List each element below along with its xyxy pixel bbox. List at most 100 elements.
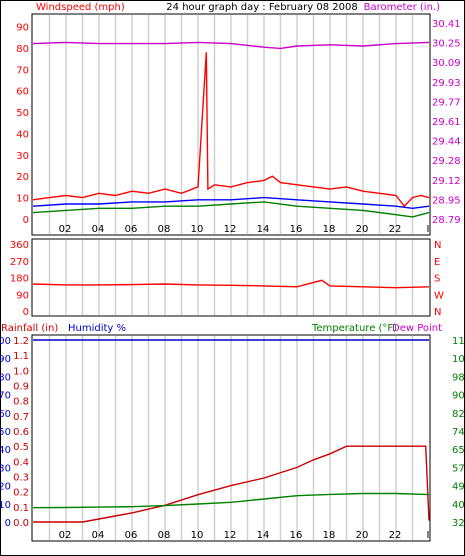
temperature-tick-label: 82 [452,409,465,420]
windspeed-axis-label: Windspeed (mph) [36,2,125,13]
direction-tick-label: 360 [10,240,29,251]
gust-line [32,52,430,208]
x-tick-label: 14 [257,224,270,235]
humidity-tick-label: 80 [0,372,11,383]
humidity-tick-label: 60 [0,409,11,420]
temperature-tick-label: 115 [452,336,465,347]
temperature-tick-label: 107 [452,354,465,365]
rainfall-tick-label: 0.6 [13,427,29,438]
humidity-tick-label: 90 [0,354,11,365]
rain-panel-border [31,334,431,542]
x-tick-label: 14 [257,530,270,541]
rainfall-tick-label: 0.8 [13,397,29,408]
rainfall-tick-label: 0.4 [13,457,29,468]
temperature-tick-label: 40 [452,500,465,511]
temperature-tick-label: 74 [452,427,465,438]
compass-tick-label: W [434,290,444,301]
compass-tick-label: E [434,257,440,268]
windspeed-tick-label: 10 [16,194,29,205]
wind-panel-border [31,13,431,236]
direction-tick-label: 180 [10,274,29,285]
windspeed-tick-label: 70 [16,65,29,76]
chart-title: 24 hour graph day : February 08 2008 [166,2,357,13]
temperature-tick-label: 57 [452,463,465,474]
x-tick-label: 08 [158,224,171,235]
rain-line [33,445,430,523]
windspeed-tick-label: 0 [23,215,29,226]
compass-tick-label: N [434,307,441,318]
x-tick-label: I [427,530,430,541]
x-tick-label: 06 [125,530,138,541]
x-tick-label: 22 [389,530,402,541]
x-tick-label: 10 [191,224,204,235]
humidity-axis-label: Humidity % [68,323,126,334]
barometer-axis-label: Barometer (in.) [364,2,440,13]
compass-tick-label: N [434,240,441,251]
rainfall-tick-label: 0.2 [13,488,29,499]
rainfall-tick-label: 1.1 [13,351,29,362]
x-tick-label: 02 [59,224,72,235]
direction-panel-border [31,238,431,317]
x-tick-label: 18 [323,530,336,541]
dew-point-axis-label: Dew Point [392,323,442,334]
x-tick-label: 20 [356,530,369,541]
x-tick-label: 12 [224,224,237,235]
rainfall-tick-label: 1.2 [13,336,29,347]
x-tick-label: 10 [191,530,204,541]
rainfall-tick-label: 0.3 [13,473,29,484]
direction-tick-label: 0 [23,307,29,318]
x-tick-label: 04 [92,530,105,541]
humidity-tick-label: 100 [0,336,11,347]
barometer-tick-label: 29.28 [432,156,461,167]
x-tick-label: 04 [92,224,105,235]
barometer-tick-label: 29.61 [432,117,461,128]
direction-line [32,279,430,289]
rainfall-tick-label: 0.7 [13,412,29,423]
x-tick-label: 06 [125,224,138,235]
barometer-tick-label: 29.77 [432,97,461,108]
windspeed-tick-label: 40 [16,129,29,140]
humidity-tick-label: 20 [0,482,11,493]
rainfall-tick-label: 0.9 [13,382,29,393]
rainfall-axis-label: Rainfall (in) [1,323,58,334]
barometer-tick-label: 30.09 [432,58,461,69]
temperature-tick-label: 49 [452,482,465,493]
x-tick-label: I [427,224,430,235]
x-tick-label: 12 [224,530,237,541]
barometer-tick-label: 29.44 [432,137,461,148]
x-tick-label: 16 [290,224,303,235]
windspeed-tick-label: 90 [16,23,29,34]
x-tick-label: 20 [356,224,369,235]
humidity-tick-label: 10 [0,500,11,511]
barometer-tick-label: 30.41 [432,19,461,30]
temperature-tick-label: 65 [452,445,465,456]
humidity-tick-label: 30 [0,463,11,474]
temperature-line [32,492,430,509]
humidity-tick-label: 50 [0,427,11,438]
temperature-tick-label: 98 [452,372,465,383]
barometer-tick-label: 29.12 [432,176,461,187]
x-tick-label: 18 [323,224,336,235]
windspeed-tick-label: 80 [16,44,29,55]
barometer-tick-label: 28.95 [432,195,461,206]
windspeed-tick-label: 50 [16,108,29,119]
rainfall-tick-label: 0.5 [13,442,29,453]
rainfall-tick-label: 1.0 [13,366,29,377]
windspeed-tick-label: 30 [16,151,29,162]
rainfall-tick-label: 0.1 [13,503,29,514]
x-tick-label: 08 [158,530,171,541]
temperature-tick-label: 90 [452,391,465,402]
direction-tick-label: 270 [10,257,29,268]
humidity-tick-label: 40 [0,445,11,456]
rainfall-tick-label: 0.0 [13,518,29,529]
barometer-tick-label: 28.79 [432,215,461,226]
low-line [32,201,430,218]
humidity-tick-label: 70 [0,391,11,402]
windspeed-tick-label: 60 [16,87,29,98]
x-tick-label: 02 [59,530,72,541]
x-tick-label: 22 [389,224,402,235]
barometer-tick-label: 29.93 [432,78,461,89]
average-line [32,196,430,210]
compass-tick-label: S [434,274,440,285]
